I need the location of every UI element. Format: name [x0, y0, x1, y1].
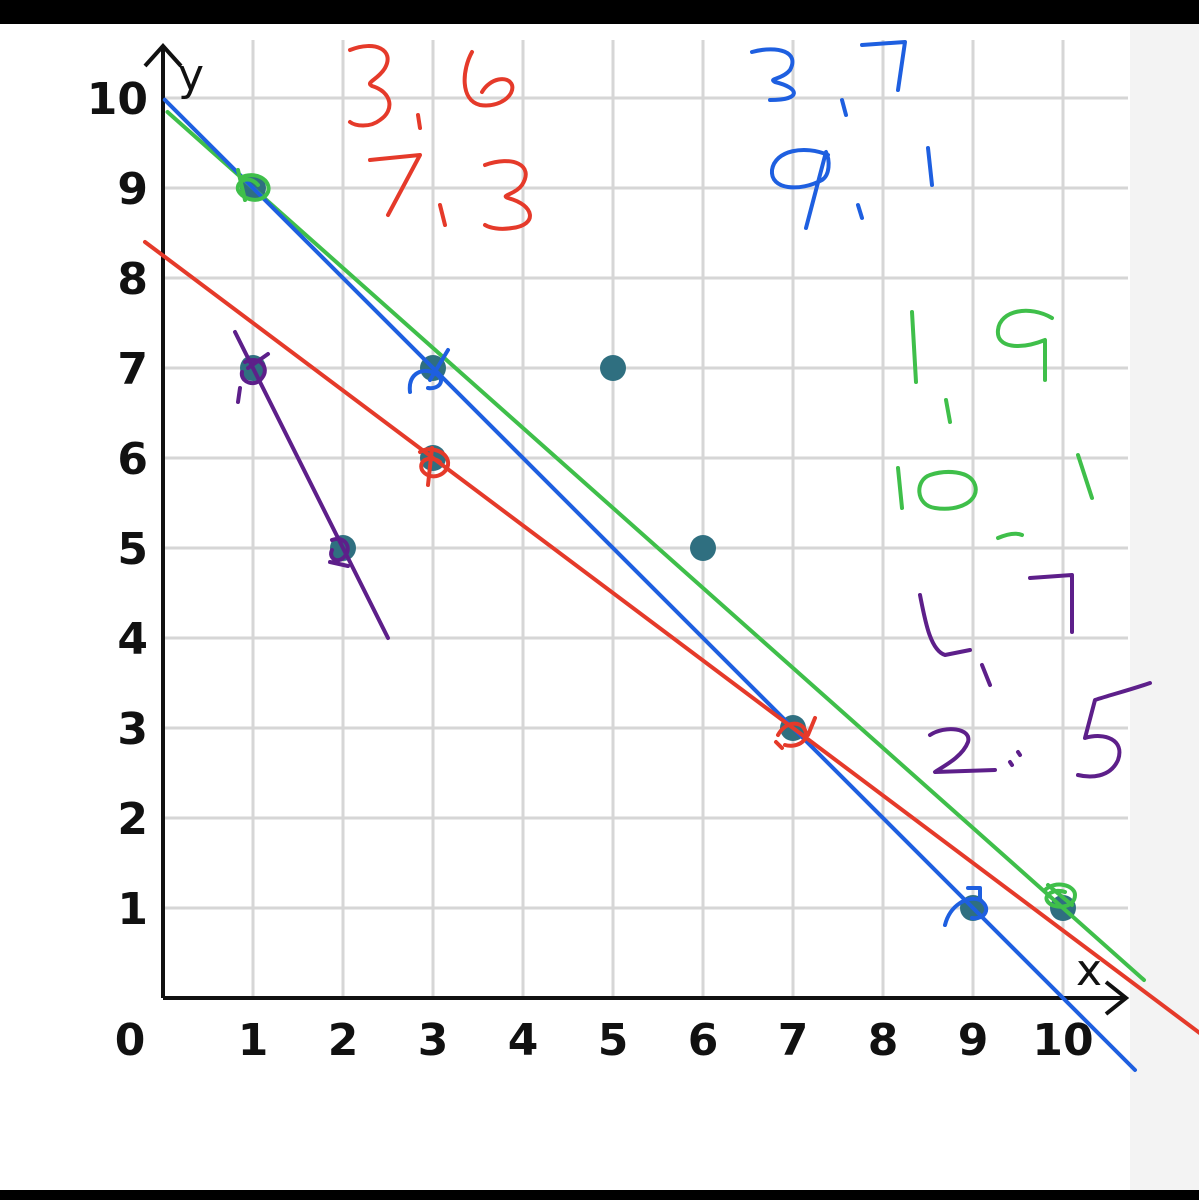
series-line	[143, 240, 1199, 1035]
annotation-green-1-9	[910, 308, 1054, 424]
annotation-purple-2-5	[928, 681, 1152, 779]
y-tick-label: 6	[117, 434, 148, 485]
x-tick-label: 8	[868, 1015, 899, 1066]
y-tick-label: 4	[117, 614, 148, 665]
annotation-red-7-3	[368, 153, 532, 231]
annotation-red-3-6	[348, 44, 515, 130]
x-tick-label: 9	[958, 1015, 989, 1066]
series-line	[233, 330, 390, 640]
x-tick-label: 5	[598, 1015, 629, 1066]
series-line	[165, 110, 1146, 982]
y-tick-label: 8	[117, 254, 148, 305]
mark-blue-3-7	[407, 348, 450, 394]
point-marks	[235, 168, 1077, 927]
y-tick-label: 9	[117, 164, 148, 215]
mark-red-7-3	[774, 716, 817, 750]
y-axis-label: y	[178, 50, 204, 101]
y-tick-label: 5	[117, 524, 148, 575]
bottom-black-bar	[0, 1190, 1199, 1200]
top-black-bar	[0, 0, 1199, 24]
mark-blue-9-1	[943, 886, 989, 927]
mark-red-3-6	[418, 446, 451, 487]
graph-paper-background	[0, 24, 1199, 1190]
annotation-purple-1-7	[918, 573, 1074, 687]
y-axis-arrow	[143, 43, 183, 68]
x-axis-label: x	[1076, 945, 1102, 996]
right-page-margin	[1130, 24, 1199, 1190]
fitted-lines	[143, 97, 1199, 1072]
x-tick-label: 4	[508, 1015, 539, 1066]
annotation-blue-3-7	[750, 40, 907, 117]
x-tick-label: 1	[238, 1015, 269, 1066]
data-point	[600, 355, 626, 381]
x-tick-label: 0	[115, 1015, 146, 1066]
y-tick-label: 3	[117, 704, 148, 755]
x-tick-label: 3	[418, 1015, 449, 1066]
handwritten-annotations	[235, 40, 1152, 927]
annotation-green-10-1	[896, 453, 1094, 540]
mark-purple-2-5	[328, 536, 350, 568]
mark-green-10-1	[1043, 882, 1077, 909]
tick-labels: 0 1 2 3 4 5 6 7 8 9 10 1 2 3 4 5 6 7 8 9 10	[87, 74, 1094, 1066]
mark-green-1-9	[235, 168, 271, 202]
y-tick-label: 10	[87, 74, 148, 125]
x-tick-label: 7	[778, 1015, 809, 1066]
y-tick-label: 7	[117, 344, 148, 395]
annotation-blue-9-1	[770, 146, 934, 230]
y-tick-label: 2	[117, 794, 148, 845]
data-point	[690, 535, 716, 561]
x-axis-arrow	[1104, 980, 1130, 1016]
axes: y x	[143, 43, 1130, 1016]
grid	[163, 40, 1128, 998]
y-tick-label: 1	[117, 884, 148, 935]
mark-purple-1-7	[236, 352, 270, 404]
x-tick-label: 10	[1032, 1015, 1093, 1066]
series-line	[162, 97, 1137, 1072]
x-tick-label: 2	[328, 1015, 359, 1066]
x-tick-label: 6	[688, 1015, 719, 1066]
